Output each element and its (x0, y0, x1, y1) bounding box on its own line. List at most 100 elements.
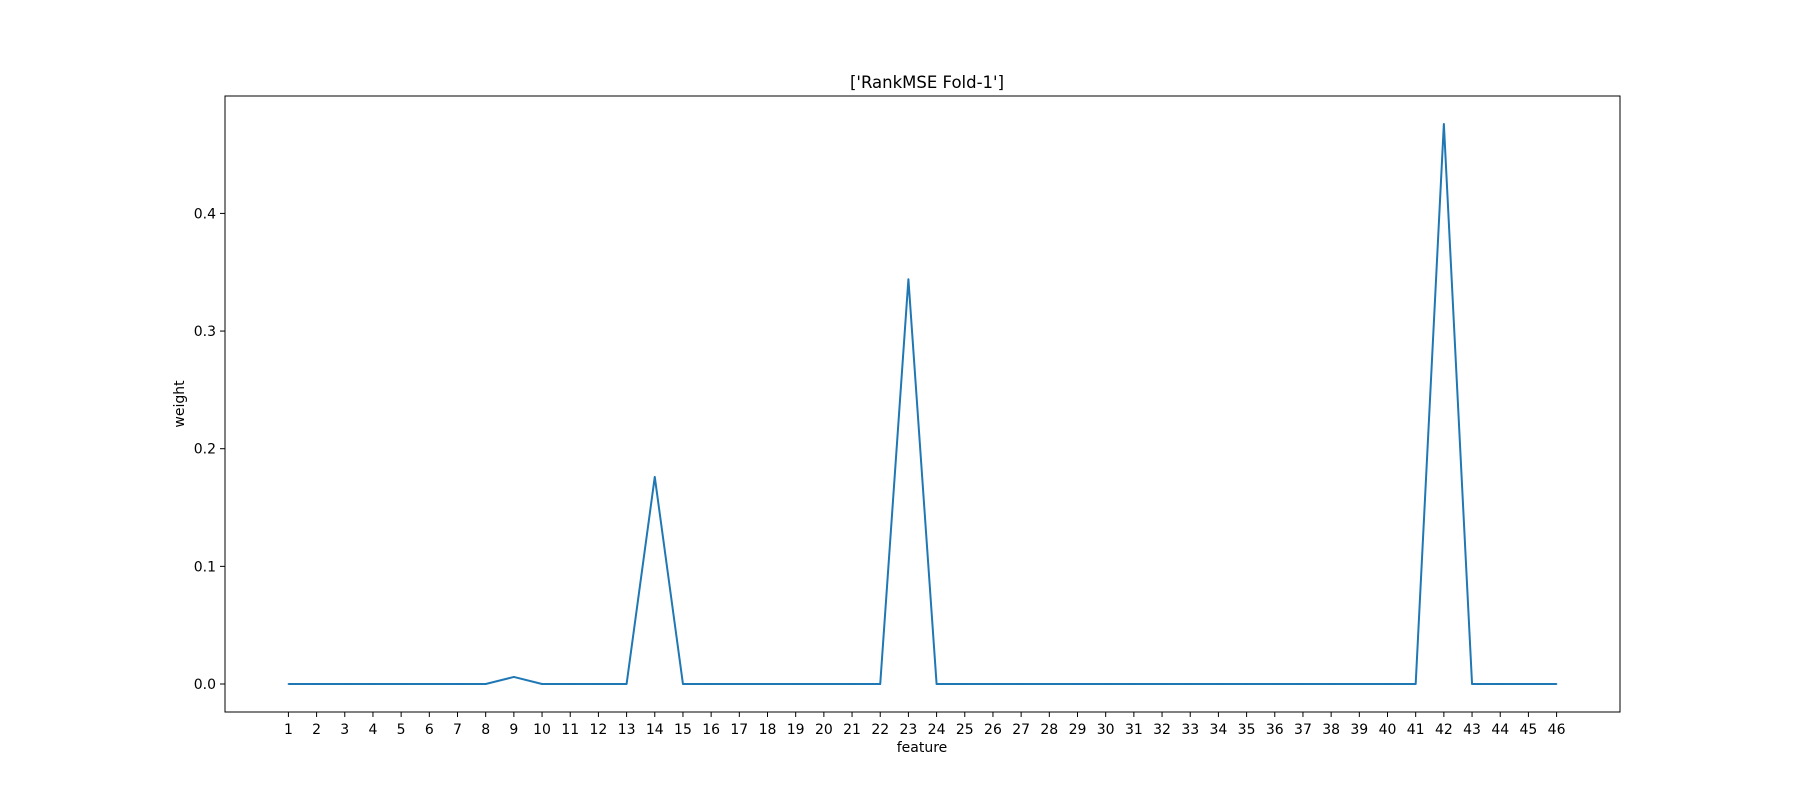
data-point (1245, 683, 1248, 685)
x-tick-label: 28 (1040, 722, 1058, 738)
x-tick-label: 40 (1379, 722, 1397, 738)
x-tick-label: 35 (1238, 722, 1256, 738)
x-tick-label: 30 (1097, 722, 1115, 738)
data-point (738, 683, 741, 685)
data-point (372, 683, 374, 685)
data-point (1189, 683, 1192, 685)
x-tick-label: 16 (702, 722, 720, 738)
x-tick-label: 1 (284, 722, 293, 738)
data-point (1161, 683, 1163, 685)
x-tick-label: 6 (425, 722, 434, 738)
data-point (1273, 683, 1276, 685)
data-point (1386, 683, 1389, 685)
y-tick-label: 0.1 (194, 559, 216, 575)
data-point (879, 683, 882, 685)
x-tick-label: 26 (984, 722, 1002, 738)
data-point (456, 683, 459, 685)
data-point (625, 683, 628, 685)
x-tick-label: 17 (730, 722, 748, 738)
y-axis: 0.0 0.1 0.2 0.3 0.4 (194, 206, 225, 693)
x-tick-label: 38 (1322, 722, 1340, 738)
x-tick-label: 36 (1266, 722, 1284, 738)
y-tick-label: 0.2 (194, 442, 216, 458)
data-point (851, 683, 853, 685)
data-point (1048, 683, 1051, 685)
y-tick-label: 0.3 (194, 324, 216, 340)
data-point (1499, 683, 1502, 685)
data-point (1555, 683, 1558, 685)
x-tick-label: 11 (561, 722, 579, 738)
x-tick-label: 44 (1491, 722, 1509, 738)
data-point (428, 683, 431, 685)
x-tick-label: 31 (1125, 722, 1143, 738)
data-point (710, 683, 712, 685)
x-tick-label: 42 (1435, 722, 1453, 738)
data-point (992, 683, 994, 685)
x-tick-label: 39 (1350, 722, 1368, 738)
y-tick-label: 0.0 (194, 677, 216, 693)
data-point (1020, 683, 1022, 685)
x-tick-label: 18 (759, 722, 777, 738)
x-tick-label: 21 (843, 722, 861, 738)
series-layer (287, 123, 1558, 685)
x-tick-label: 43 (1463, 722, 1481, 738)
x-tick-label: 10 (533, 722, 551, 738)
data-point (1443, 123, 1445, 125)
data-point (597, 683, 600, 685)
data-point (343, 683, 346, 685)
y-axis-label: weight (172, 380, 188, 428)
x-tick-label: 2 (312, 722, 321, 738)
x-tick-label: 29 (1069, 722, 1087, 738)
data-point (1302, 683, 1304, 685)
data-point (1527, 683, 1530, 685)
x-axis-label: feature (897, 740, 948, 756)
x-tick-label: 5 (397, 722, 406, 738)
x-tick-label: 19 (787, 722, 805, 738)
x-tick-label: 46 (1548, 722, 1566, 738)
data-point (963, 683, 966, 685)
x-tick-label: 13 (618, 722, 636, 738)
x-tick-label: 37 (1294, 722, 1312, 738)
x-tick-label: 7 (453, 722, 462, 738)
data-point (569, 683, 572, 685)
x-tick-label: 8 (481, 722, 490, 738)
data-point (1330, 683, 1332, 685)
x-axis: 1 2 3 4 5 6 7 8 9 10 11 12 13 14 15 16 17 18 19 20 21 22 23 24 2… (284, 712, 1566, 738)
data-point (653, 476, 656, 478)
x-tick-label: 4 (368, 722, 377, 738)
x-tick-label: 41 (1407, 722, 1425, 738)
data-point (794, 683, 797, 685)
series-line (288, 123, 1557, 685)
data-point (484, 683, 487, 685)
data-point (1414, 683, 1417, 685)
data-point (907, 278, 910, 281)
x-tick-label: 14 (646, 722, 664, 738)
data-point (682, 683, 684, 685)
data-point (287, 683, 290, 685)
x-tick-label: 24 (928, 722, 946, 738)
x-tick-label: 25 (956, 722, 974, 738)
data-point (513, 676, 515, 678)
y-tick-label: 0.4 (194, 206, 216, 222)
x-tick-label: 9 (509, 722, 518, 738)
x-tick-label: 33 (1181, 722, 1199, 738)
plot-area (225, 96, 1620, 712)
x-tick-label: 45 (1519, 722, 1537, 738)
data-point (1076, 683, 1079, 685)
data-point (541, 683, 543, 685)
x-tick-label: 22 (871, 722, 889, 738)
x-tick-label: 27 (1012, 722, 1030, 738)
x-tick-label: 20 (815, 722, 833, 738)
plot-frame (224, 95, 1621, 713)
chart-title: ['RankMSE Fold-1'] (850, 73, 1004, 92)
x-tick-label: 12 (589, 722, 607, 738)
x-tick-label: 23 (899, 722, 917, 738)
data-point (400, 683, 402, 685)
data-point (823, 683, 825, 685)
data-point (315, 683, 318, 685)
x-tick-label: 3 (340, 722, 349, 738)
data-point (935, 683, 938, 685)
data-point (1133, 683, 1135, 685)
